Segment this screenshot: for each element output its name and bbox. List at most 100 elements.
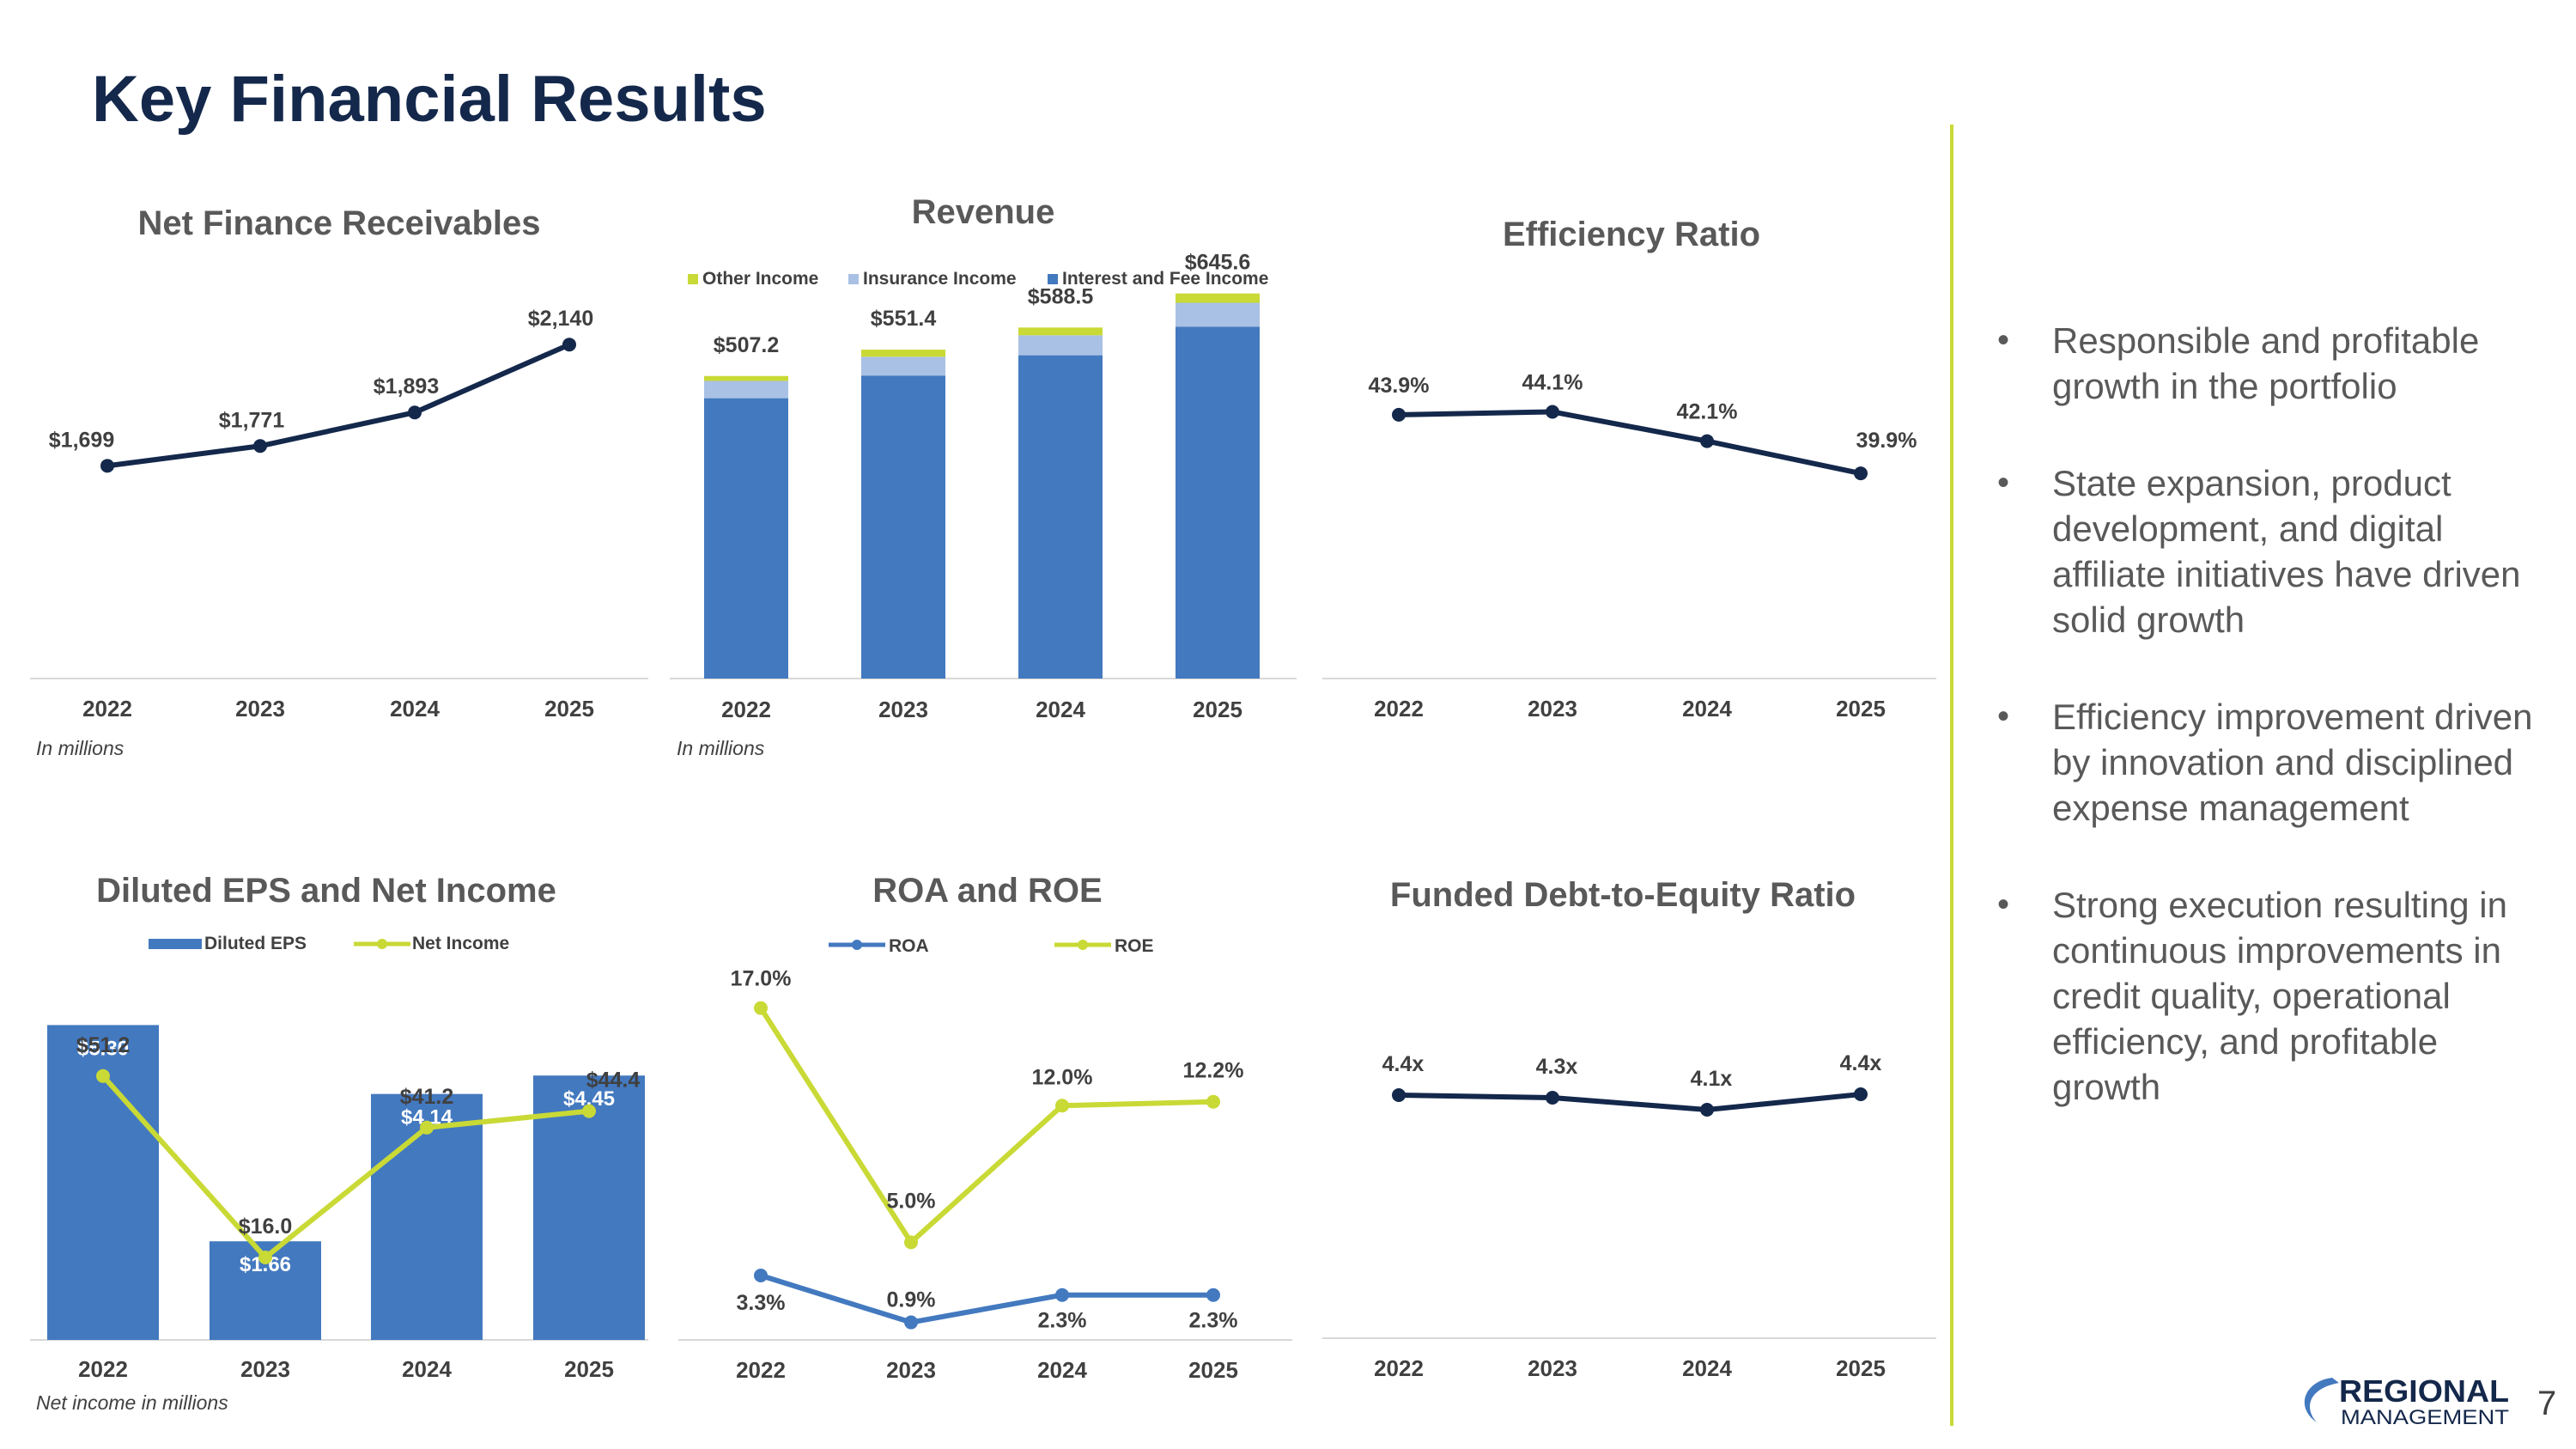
legend-marker — [852, 940, 862, 950]
x-tick-label: 2023 — [1528, 1355, 1577, 1381]
x-tick-label: 2025 — [1188, 1357, 1238, 1383]
x-tick-label: 2023 — [240, 1356, 290, 1382]
x-tick-label: 2024 — [402, 1356, 452, 1382]
bullet-item: • Efficiency improvement driven by innov… — [1990, 694, 2540, 831]
revenue-total-label: $588.5 — [1028, 284, 1094, 308]
logo-swoosh-icon — [2304, 1378, 2339, 1422]
net-income-point — [96, 1068, 110, 1083]
roe-point — [754, 1001, 768, 1015]
eps-bar — [371, 1093, 483, 1340]
x-tick-label: 2023 — [878, 697, 928, 722]
bullet-text: State expansion, product development, an… — [2052, 463, 2521, 640]
revenue-bar-segment — [861, 350, 945, 357]
x-tick-label: 2025 — [564, 1356, 614, 1382]
net-income-point — [420, 1120, 434, 1135]
eps-unit-note: Net income in millions — [36, 1391, 228, 1414]
chart-title: Funded Debt-to-Equity Ratio — [1390, 876, 1856, 914]
bullet-dot-icon: • — [1997, 886, 2010, 923]
receivables-line — [106, 342, 571, 469]
page-number: 7 — [2537, 1385, 2557, 1422]
regional-management-logo: REGIONAL MANAGEMENT — [2304, 1373, 2509, 1428]
bullet-text: Efficiency improvement driven by innovat… — [2052, 697, 2533, 828]
x-tick-label: 2022 — [1374, 1355, 1424, 1381]
revenue-total-label: $645.6 — [1185, 251, 1250, 275]
legend-label: Diluted EPS — [204, 934, 307, 953]
bullet-text: Responsible and profitable growth in the… — [2052, 320, 2480, 406]
revenue-bar-segment — [704, 375, 788, 381]
legend-marker — [1078, 940, 1088, 950]
legend-label: ROA — [889, 936, 929, 956]
chart-title: Efficiency Ratio — [1503, 216, 1760, 253]
roa-label: 0.9% — [887, 1288, 936, 1312]
roe-point — [1206, 1094, 1220, 1109]
revenue-bar-segment — [1018, 355, 1103, 679]
logo-line2: MANAGEMENT — [2341, 1406, 2509, 1428]
roa-point — [1206, 1288, 1220, 1302]
revenue-chart: Revenue Other Income Insurance Income Inte… — [670, 193, 1297, 722]
data-label: $1,893 — [374, 374, 439, 399]
revenue-bar-segment — [861, 356, 945, 376]
x-tick-label: 2025 — [1193, 697, 1242, 722]
roe-point — [1055, 1099, 1069, 1113]
legend-swatch — [149, 939, 202, 949]
roe-label: 12.2% — [1183, 1059, 1244, 1083]
bullet-item: • Responsible and profitable growth in t… — [1990, 318, 2540, 409]
legend-marker — [377, 939, 387, 949]
legend-swatch — [688, 274, 698, 284]
chart-title: Revenue — [912, 193, 1055, 231]
legend-label: Insurance Income — [863, 269, 1017, 289]
data-label: $1,771 — [219, 408, 285, 432]
efficiency-ratio-chart: Efficiency Ratio 43.9% 44.1% 42.1% 39.9% 202… — [1322, 216, 1936, 721]
roa-point — [754, 1269, 768, 1282]
revenue-total-label: $507.2 — [714, 333, 779, 357]
x-tick-label: 2025 — [1836, 696, 1886, 721]
x-tick-label: 2023 — [235, 696, 285, 721]
net-income-point — [582, 1104, 596, 1118]
bullet-dot-icon: • — [1997, 464, 2010, 502]
revenue-bar-segment — [704, 398, 788, 679]
roe-label: 5.0% — [887, 1189, 936, 1213]
roa-label: 2.3% — [1038, 1309, 1087, 1333]
roa-label: 3.3% — [737, 1291, 786, 1315]
x-tick-label: 2024 — [1036, 697, 1085, 722]
chart-title: Net Finance Receivables — [137, 204, 540, 242]
x-tick-label: 2022 — [78, 1356, 128, 1382]
x-tick-label: 2024 — [1037, 1357, 1087, 1383]
data-label: 43.9% — [1369, 374, 1430, 398]
data-label: 39.9% — [1856, 429, 1917, 453]
roa-roe-chart: ROA and ROE ROA ROE 3.3% 0.9% 2.3% 2.3% 17.0%… — [678, 872, 1292, 1383]
net-income-line — [100, 1074, 590, 1260]
legend-swatch — [848, 274, 859, 284]
roa-label: 2.3% — [1189, 1309, 1238, 1333]
data-label: 4.4x — [1382, 1052, 1425, 1076]
legend-label: Net Income — [412, 934, 509, 953]
bullet-item: • State expansion, product development, … — [1990, 460, 2540, 642]
x-tick-label: 2024 — [1682, 696, 1732, 721]
revenue-bar-segment — [704, 381, 788, 399]
legend-label: Interest and Fee Income — [1062, 269, 1268, 289]
net-income-label: $44.4 — [586, 1068, 641, 1093]
data-label: $1,699 — [49, 428, 114, 452]
net-income-point — [258, 1251, 272, 1264]
revenue-bar-segment — [1176, 326, 1260, 679]
roa-line — [760, 1273, 1213, 1325]
bullet-text: Strong execution resulting in continuous… — [2052, 885, 2507, 1107]
revenue-unit-note: In millions — [677, 737, 765, 759]
bullet-dot-icon: • — [1997, 321, 2010, 359]
bullet-dot-icon: • — [1997, 697, 2010, 735]
receivables-point — [253, 439, 267, 454]
roe-line — [758, 1007, 1214, 1245]
revenue-bar-segment — [1176, 293, 1260, 303]
page-title: Key Financial Results — [92, 63, 767, 136]
receivables-point — [100, 459, 114, 473]
data-label: 44.1% — [1522, 370, 1583, 394]
debt-equity-point — [1546, 1091, 1559, 1105]
chart-title: ROA and ROE — [872, 872, 1102, 910]
debt-equity-point — [1392, 1088, 1406, 1102]
roe-label: 17.0% — [731, 967, 792, 991]
debt-equity-point — [1854, 1087, 1868, 1101]
x-tick-label: 2022 — [736, 1357, 786, 1383]
x-tick-label: 2022 — [82, 696, 132, 721]
efficiency-point — [1700, 434, 1714, 448]
legend-label: Other Income — [702, 269, 818, 289]
